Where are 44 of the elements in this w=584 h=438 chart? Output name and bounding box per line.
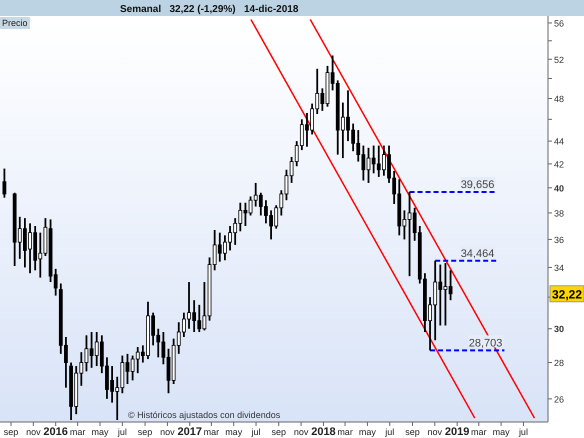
- chart-subtitle: Semanal 32,22 (-1,29%) 14-dic-2018: [120, 4, 299, 15]
- x-tick-label: nov: [160, 427, 176, 437]
- candlestick: [2, 168, 6, 199]
- x-tick-label: 2018: [311, 426, 336, 438]
- x-tick-label: mar: [204, 427, 220, 437]
- y-tick-label: 44: [554, 136, 564, 147]
- x-tick-label: may: [225, 427, 243, 437]
- y-tick-label: 28: [554, 358, 564, 368]
- x-tick-label: 2019: [444, 426, 470, 438]
- x-tick-label: nov: [428, 427, 443, 437]
- y-tick-label: 30: [554, 324, 564, 334]
- x-tick-label: mar: [70, 427, 86, 437]
- x-tick-label: may: [358, 427, 376, 437]
- x-tick-label: jul: [116, 427, 127, 437]
- y-tick-label: 56: [554, 18, 564, 28]
- annotation: 34,464: [460, 248, 494, 260]
- x-tick-label: may: [492, 427, 510, 437]
- x-tick-label: mar: [337, 427, 353, 437]
- y-tick-label: 48: [554, 94, 564, 104]
- y-tick-label: 40: [554, 183, 564, 194]
- y-tick-label: 52: [554, 54, 564, 65]
- y-tick-label: 26: [554, 394, 564, 404]
- x-tick-label: jul: [518, 427, 528, 437]
- x-tick-label: 2016: [43, 426, 68, 438]
- y-axis-title: Precio: [2, 18, 28, 28]
- x-tick-label: jul: [250, 427, 261, 437]
- annotation: 28,703: [468, 337, 502, 350]
- x-tick-label: mar: [471, 427, 487, 437]
- x-tick-label: jul: [384, 427, 394, 437]
- y-tick-label: 38: [554, 208, 564, 218]
- x-tick-label: nov: [294, 427, 309, 437]
- x-tick-label: sep: [4, 427, 18, 437]
- annotation: © Históricos ajustados con dividendos: [128, 410, 281, 420]
- y-tick-label: 36: [554, 234, 564, 245]
- x-tick-label: sep: [272, 427, 286, 437]
- x-tick-label: sep: [405, 427, 420, 437]
- y-tick-label: 34: [554, 262, 564, 273]
- annotation: 32,22: [552, 287, 582, 302]
- y-tick-label: 42: [554, 159, 564, 170]
- annotation: 39,656: [460, 179, 494, 192]
- x-tick-label: 2017: [178, 426, 202, 438]
- x-tick-label: nov: [26, 427, 42, 437]
- x-tick-label: sep: [138, 427, 152, 437]
- x-tick-label: may: [91, 427, 109, 437]
